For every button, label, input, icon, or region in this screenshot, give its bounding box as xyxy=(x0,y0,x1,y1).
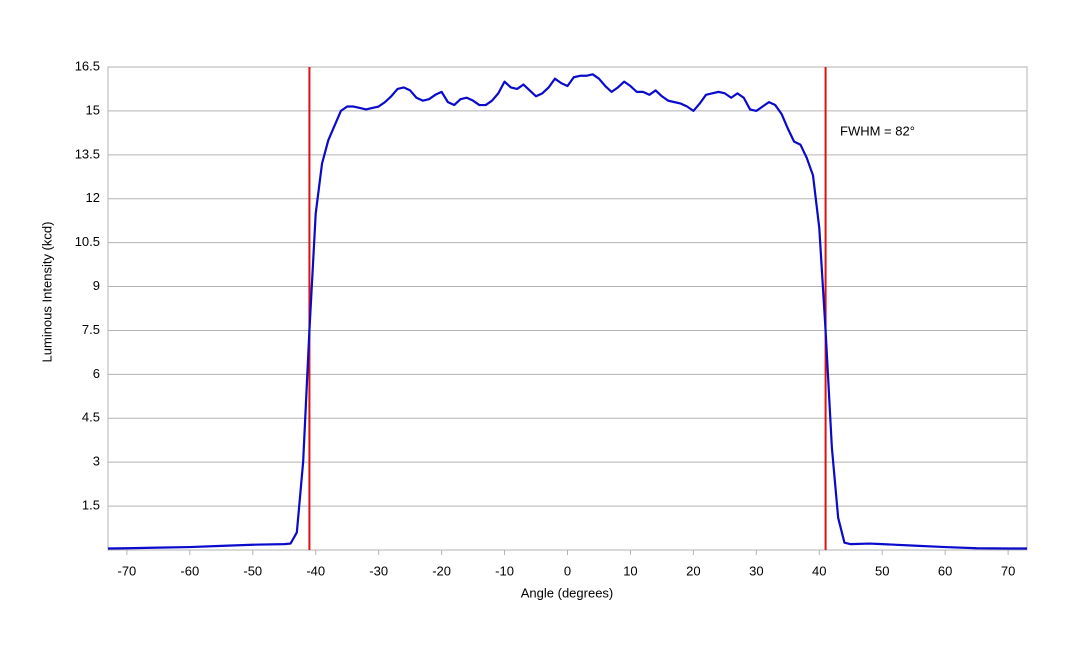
x-tick-label: 0 xyxy=(564,563,571,578)
x-tick-label: 40 xyxy=(812,563,826,578)
x-tick-label: -10 xyxy=(495,563,514,578)
x-tick-label: 70 xyxy=(1001,563,1015,578)
y-tick-label: 15 xyxy=(86,102,100,117)
x-tick-label: 30 xyxy=(749,563,763,578)
y-tick-label: 13.5 xyxy=(75,146,100,161)
annotation: FWHM = 82° xyxy=(840,123,915,138)
y-tick-label: 12 xyxy=(86,190,100,205)
y-tick-label: 6 xyxy=(93,366,100,381)
intensity-line xyxy=(107,73,1027,550)
y-tick-label: 4.5 xyxy=(82,410,100,425)
x-tick-label: 50 xyxy=(875,563,889,578)
x-tick-label: -50 xyxy=(243,563,262,578)
x-tick-label: 20 xyxy=(686,563,700,578)
y-tick-label: 3 xyxy=(93,454,100,469)
y-tick-label: 16.5 xyxy=(75,58,100,73)
y-tick-label: 9 xyxy=(93,278,100,293)
x-tick-label: 10 xyxy=(623,563,637,578)
y-tick-label: 7.5 xyxy=(82,322,100,337)
y-tick-label: 1.5 xyxy=(82,498,100,513)
x-tick-label: -60 xyxy=(180,563,199,578)
x-axis-label: Angle (degrees) xyxy=(521,585,614,600)
y-axis-label: Luminous Intensity (kcd) xyxy=(39,222,54,363)
x-tick-label: -40 xyxy=(306,563,325,578)
x-tick-label: -70 xyxy=(117,563,136,578)
y-tick-label: 10.5 xyxy=(75,234,100,249)
x-tick-label: 60 xyxy=(938,563,952,578)
x-tick-label: -30 xyxy=(369,563,388,578)
x-tick-label: -20 xyxy=(432,563,451,578)
